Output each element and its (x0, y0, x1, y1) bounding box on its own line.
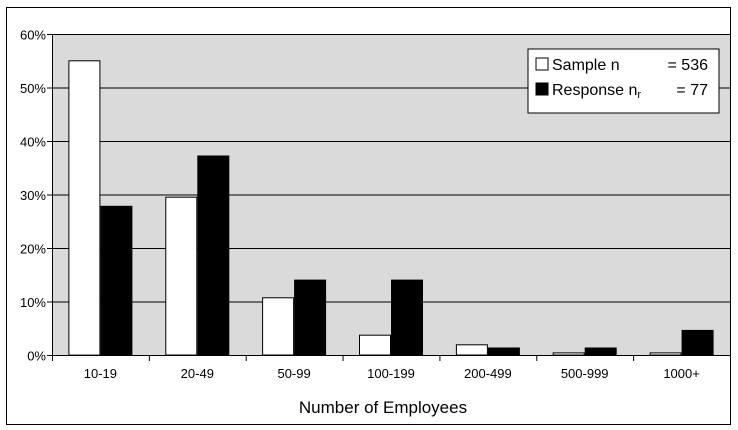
bar-response-100-199 (391, 279, 423, 356)
x-tick-labels: 10-19 20-49 50-99 100-199 200-499 500-999 1000… (84, 366, 700, 381)
bar-sample-10-19 (68, 60, 101, 356)
x-tick-label: 20-49 (181, 366, 214, 381)
bar-sample-20-49 (165, 196, 198, 356)
bar-response-10-19 (100, 205, 133, 356)
x-tick-label: 200-499 (464, 366, 512, 381)
y-tick-label: 60% (20, 28, 46, 43)
bar-sample-50-99 (262, 297, 295, 356)
axes (47, 34, 731, 361)
legend-value-response: = 77 (676, 82, 708, 99)
bar-response-500-999 (584, 347, 617, 356)
y-tick-label: 30% (20, 188, 46, 203)
x-tick-label: 500-999 (561, 366, 609, 381)
legend-swatch-sample (535, 57, 549, 71)
legend: Sample n = 536 Response nr = 77 (527, 48, 720, 114)
legend-label-response: Response nr (552, 82, 641, 101)
x-tick-label: 50-99 (277, 366, 310, 381)
legend-box (527, 48, 720, 114)
x-tick-label: 10-19 (84, 366, 117, 381)
y-tick-label: 20% (20, 242, 46, 257)
legend-label-sample: Sample n (552, 57, 620, 74)
x-axis-title: Number of Employees (299, 398, 467, 417)
x-tick-label: 1000+ (663, 366, 700, 381)
bar-response-50-99 (294, 279, 327, 356)
y-tick-label: 0% (27, 349, 46, 364)
bar-response-200-499 (487, 347, 520, 356)
bar-sample-100-199 (359, 334, 391, 356)
legend-swatch-response (535, 82, 549, 96)
bar-response-20-49 (197, 155, 230, 356)
y-tick-labels: 0% 10% 20% 30% 40% 50% 60% (20, 28, 46, 364)
x-tick-label: 100-199 (367, 366, 415, 381)
bar-response-1000- (681, 329, 714, 356)
bar-sample-500-999 (552, 352, 585, 356)
bars (68, 60, 714, 356)
legend-value-sample: = 536 (668, 57, 709, 74)
bar-sample-200-499 (455, 344, 488, 356)
gridlines (52, 34, 730, 303)
y-tick-label: 40% (20, 135, 46, 150)
bar-sample-1000- (649, 352, 682, 356)
y-tick-label: 50% (20, 81, 46, 96)
y-tick-label: 10% (20, 295, 46, 310)
